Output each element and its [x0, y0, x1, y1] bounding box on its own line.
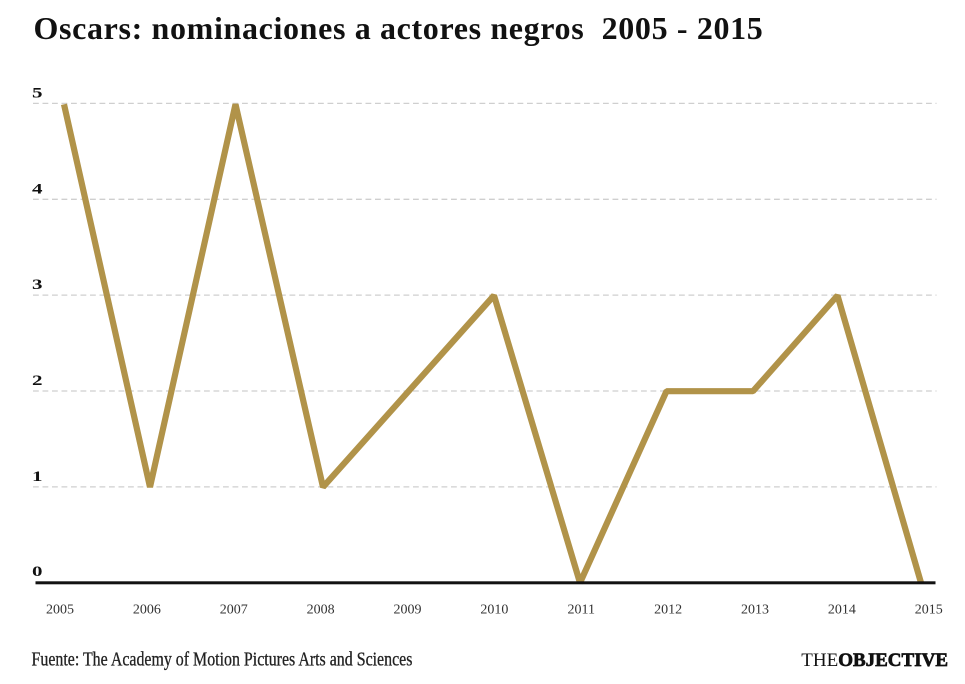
- svg-text:0: 0: [32, 563, 43, 579]
- svg-text:2012: 2012: [654, 603, 682, 618]
- svg-text:2010: 2010: [480, 603, 508, 618]
- svg-text:Fuente: The Academy of Motion: Fuente: The Academy of Motion Pictures A…: [32, 648, 413, 670]
- svg-text:THEOBJECTIVE: THEOBJECTIVE: [801, 650, 948, 671]
- svg-text:2014: 2014: [828, 603, 856, 618]
- svg-text:2009: 2009: [394, 603, 422, 618]
- svg-text:2008: 2008: [307, 603, 335, 618]
- svg-text:2013: 2013: [741, 603, 769, 618]
- svg-text:2015: 2015: [915, 603, 943, 618]
- svg-text:2005: 2005: [46, 603, 74, 618]
- svg-text:2: 2: [32, 372, 43, 388]
- svg-text:2011: 2011: [568, 603, 595, 618]
- svg-text:1: 1: [32, 468, 43, 484]
- svg-text:2007: 2007: [220, 603, 248, 618]
- svg-text:Oscars: nominaciones a actores: Oscars: nominaciones a actores negros 20…: [34, 10, 764, 46]
- svg-text:5: 5: [32, 84, 43, 100]
- svg-text:3: 3: [32, 276, 43, 292]
- svg-text:4: 4: [32, 180, 43, 196]
- svg-text:2006: 2006: [133, 603, 161, 618]
